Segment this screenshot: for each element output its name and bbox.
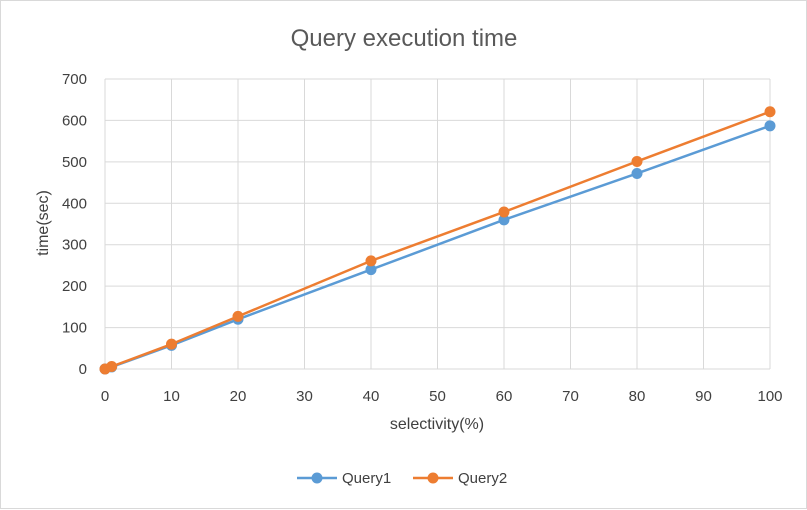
legend-label: Query2 — [458, 470, 507, 487]
data-point — [764, 106, 776, 118]
legend-item-query2: Query2 — [413, 470, 507, 487]
data-point — [498, 214, 510, 226]
y-tick-label: 300 — [62, 237, 87, 254]
y-axis-tick-labels: 0 100 200 300 400 500 600 700 — [62, 71, 87, 378]
series-group — [99, 106, 776, 375]
legend-item-query1: Query1 — [297, 470, 391, 487]
x-tick-label: 60 — [496, 388, 513, 405]
legend-marker — [427, 472, 439, 484]
x-tick-label: 40 — [363, 388, 380, 405]
y-tick-label: 500 — [62, 154, 87, 171]
x-tick-label: 0 — [101, 388, 109, 405]
series-line — [104, 110, 771, 371]
x-axis-tick-labels: 0 10 20 30 40 50 60 70 80 90 100 — [101, 388, 783, 405]
legend-marker — [311, 472, 323, 484]
gridlines — [104, 78, 771, 370]
y-tick-label: 400 — [62, 195, 87, 212]
x-tick-label: 30 — [296, 388, 313, 405]
x-tick-label: 90 — [695, 388, 712, 405]
legend: Query1 Query2 — [297, 470, 507, 487]
y-tick-label: 100 — [62, 320, 87, 337]
data-point — [631, 167, 643, 179]
y-tick-label: 200 — [62, 278, 87, 295]
data-point — [631, 155, 643, 167]
y-axis-label: time(sec) — [35, 190, 52, 256]
data-point — [106, 361, 118, 373]
data-point — [498, 206, 510, 218]
y-tick-label: 600 — [62, 112, 87, 129]
x-axis-label: selectivity(%) — [390, 416, 484, 433]
x-tick-label: 20 — [230, 388, 247, 405]
data-point — [232, 310, 244, 322]
x-tick-label: 80 — [629, 388, 646, 405]
data-point — [365, 264, 377, 276]
x-tick-label: 50 — [429, 388, 446, 405]
series-query2 — [99, 106, 776, 375]
y-tick-label: 700 — [62, 71, 87, 88]
chart-title: Query execution time — [291, 25, 518, 52]
x-tick-label: 100 — [757, 388, 782, 405]
legend-label: Query1 — [342, 470, 391, 487]
data-point — [166, 338, 177, 350]
x-tick-label: 10 — [163, 388, 180, 405]
data-point — [764, 120, 776, 132]
x-tick-label: 70 — [562, 388, 579, 405]
data-point — [365, 255, 377, 267]
y-tick-label: 0 — [79, 361, 87, 378]
